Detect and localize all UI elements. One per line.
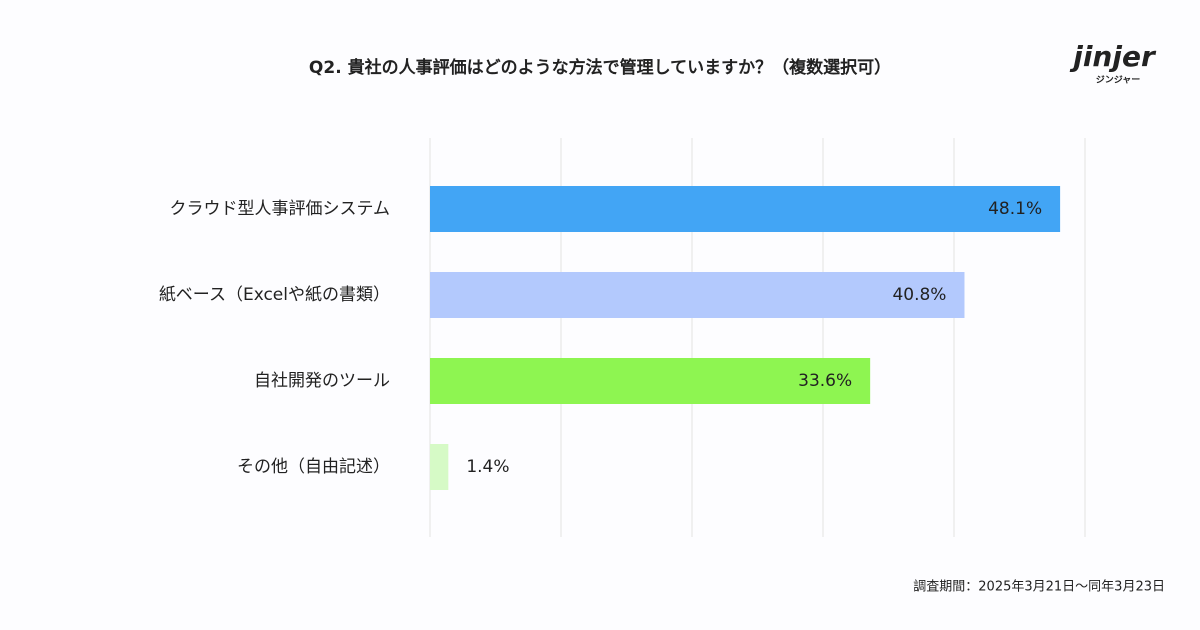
logo: jinjer: [1069, 40, 1157, 73]
chart-title: Q2. 貴社の人事評価はどのような方法で管理していますか？（複数選択可）: [309, 57, 891, 78]
data-label: 33.6%: [798, 371, 852, 391]
data-label: 1.4%: [466, 457, 509, 477]
bar: [430, 358, 871, 404]
bar: [430, 186, 1061, 232]
footnote: 調査期間：2025年3月21日〜同年3月23日: [913, 580, 1165, 595]
category-label: その他（自由記述）: [237, 457, 390, 477]
bar: [430, 444, 449, 490]
data-label: 48.1%: [988, 199, 1042, 219]
category-label: クラウド型人事評価システム: [170, 199, 391, 219]
category-label: 紙ベース（Excelや紙の書類）: [159, 285, 390, 305]
data-label: 40.8%: [892, 285, 946, 305]
category-label: 自社開発のツール: [254, 371, 390, 391]
logo-subtitle: ジンジャー: [1096, 75, 1141, 86]
bar: [430, 272, 965, 318]
